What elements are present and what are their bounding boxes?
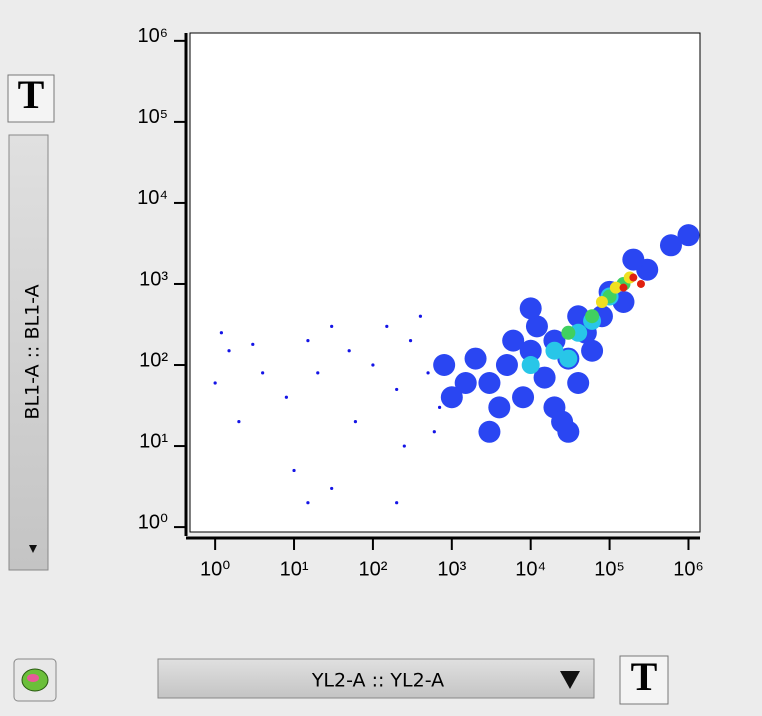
t-button[interactable] xyxy=(619,655,669,705)
point xyxy=(521,356,540,375)
y-param-label[interactable]: BL1-A :: BL1-A xyxy=(22,284,44,419)
point xyxy=(251,342,255,346)
point xyxy=(284,395,288,399)
point xyxy=(347,349,351,353)
point xyxy=(306,501,310,505)
point xyxy=(488,396,511,419)
point xyxy=(371,363,375,367)
icon-graphic xyxy=(27,674,39,682)
point xyxy=(426,371,430,375)
point xyxy=(306,339,310,343)
x-tick-label: 10¹ xyxy=(280,558,309,580)
point xyxy=(418,314,423,318)
point xyxy=(609,281,622,294)
point xyxy=(557,420,580,443)
point xyxy=(478,371,501,394)
point xyxy=(219,331,223,335)
x-param-label[interactable]: YL2-A :: YL2-A xyxy=(311,670,444,692)
dropdown-arrow[interactable] xyxy=(29,545,37,553)
point xyxy=(636,279,645,288)
point xyxy=(585,309,600,324)
y-tick-label: 10⁴ xyxy=(137,187,168,209)
t-button-label[interactable]: T xyxy=(631,654,658,699)
point xyxy=(440,386,463,409)
point xyxy=(533,366,556,389)
t-button-label[interactable]: T xyxy=(18,72,45,117)
point xyxy=(464,347,487,370)
point xyxy=(330,486,334,491)
x-tick-label: 10⁶ xyxy=(673,558,703,580)
point xyxy=(292,468,296,473)
y-param-dropdown[interactable] xyxy=(8,134,49,571)
point xyxy=(595,295,608,308)
x-param-dropdown[interactable] xyxy=(157,658,595,699)
point xyxy=(432,430,436,434)
point xyxy=(437,405,442,409)
x-tick-label: 10² xyxy=(358,558,387,580)
points xyxy=(213,224,700,505)
y-tick-label: 10³ xyxy=(139,268,168,290)
point xyxy=(545,341,564,360)
point xyxy=(395,501,399,505)
point xyxy=(395,387,399,392)
point xyxy=(237,420,241,424)
point xyxy=(561,325,576,340)
y-tick-label: 10¹ xyxy=(139,430,168,452)
point xyxy=(567,371,590,394)
point xyxy=(677,224,700,247)
point xyxy=(519,297,542,320)
point xyxy=(581,339,604,362)
point xyxy=(433,354,456,377)
t-button[interactable] xyxy=(7,74,55,123)
x-tick-label: 10⁴ xyxy=(515,558,546,580)
y-tick-label: 10⁰ xyxy=(138,511,168,533)
point xyxy=(525,315,548,338)
x-tick-label: 10⁵ xyxy=(594,558,625,580)
point xyxy=(316,371,320,375)
x-tick-label: 10³ xyxy=(437,558,466,580)
point xyxy=(353,420,358,424)
point xyxy=(261,371,265,375)
point xyxy=(519,339,542,362)
point xyxy=(454,371,477,394)
point xyxy=(502,329,525,352)
point xyxy=(512,386,535,409)
y-tick-label: 10² xyxy=(139,349,168,371)
y-tick-label: 10⁶ xyxy=(138,25,168,47)
point xyxy=(619,283,628,292)
point xyxy=(227,349,231,353)
point xyxy=(659,234,682,257)
point xyxy=(495,354,518,377)
point xyxy=(629,273,638,282)
dropdown-arrow[interactable] xyxy=(560,671,580,689)
y-tick-label: 10⁵ xyxy=(137,106,168,128)
point xyxy=(478,420,501,443)
x-tick-label: 10⁰ xyxy=(200,558,230,580)
point xyxy=(622,248,645,271)
point xyxy=(402,444,406,448)
point xyxy=(385,324,389,328)
point xyxy=(408,339,413,343)
point xyxy=(213,381,217,385)
point xyxy=(330,324,334,328)
point xyxy=(559,349,578,368)
